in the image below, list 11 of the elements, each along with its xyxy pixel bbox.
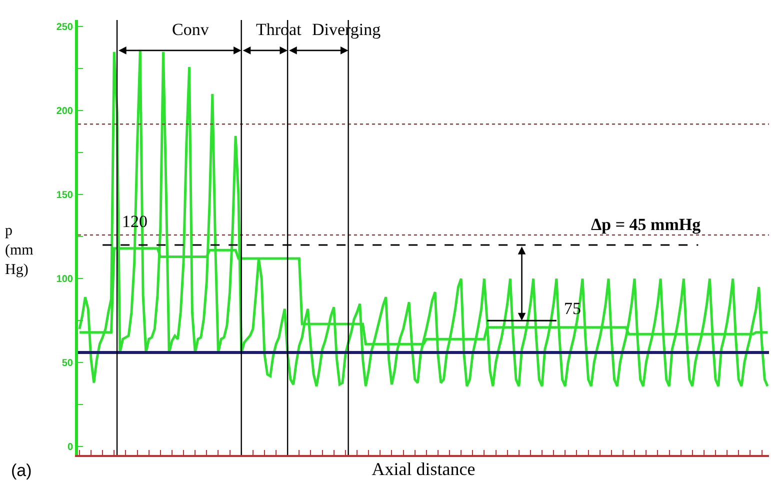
y-tick-label: 100	[56, 274, 74, 286]
text: (a)	[11, 461, 32, 480]
y-tick-label: 200	[56, 106, 74, 118]
y-tick-label: 250	[56, 22, 74, 34]
annotation: Δp = 45 mmHg	[591, 215, 702, 234]
y-tick-label: 50	[62, 358, 74, 370]
y-tick-label: 150	[56, 190, 74, 202]
annotation: Conv	[172, 20, 210, 39]
y-axis-title: p (mm Hg)	[5, 223, 34, 278]
y-tick-label: 0	[67, 442, 74, 454]
x-axis-title: Axial distance	[372, 459, 476, 479]
